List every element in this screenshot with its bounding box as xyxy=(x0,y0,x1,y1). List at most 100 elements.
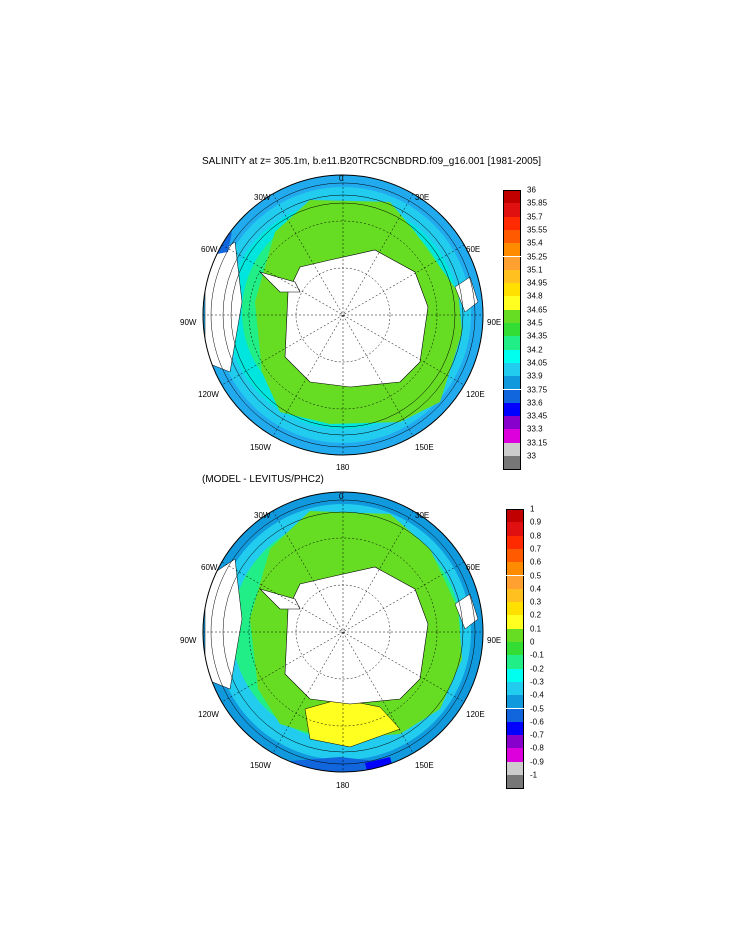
lon-label-120w: 120W xyxy=(198,390,219,399)
colorbar-tick-label: 0.5 xyxy=(530,571,542,580)
colorbar-swatch xyxy=(506,575,524,589)
lon-label-60w: 60W xyxy=(201,563,218,572)
colorbar-tick-label: -0.6 xyxy=(530,717,544,727)
colorbar-tick-label: 34.8 xyxy=(527,291,543,301)
colorbar-swatch xyxy=(503,442,521,456)
lon-label-90e: 90E xyxy=(487,318,502,327)
colorbar-tick-label: 35.1 xyxy=(527,265,543,275)
colorbar-swatch xyxy=(503,296,521,310)
colorbar-tick-label: 35.7 xyxy=(527,212,543,222)
colorbar-tick-label: 35.85 xyxy=(527,198,548,208)
lon-label-30e: 30E xyxy=(415,511,430,520)
colorbar-swatch xyxy=(506,522,524,536)
colorbar-tick-label: -1 xyxy=(530,770,538,780)
colorbar-tick-label: 33.75 xyxy=(527,385,548,394)
kerguelen-island xyxy=(454,593,479,630)
colorbar-tick-label: 1 xyxy=(530,504,535,514)
colorbar-tick-label: -0.8 xyxy=(530,743,544,753)
colorbar-tick-label: 34.5 xyxy=(527,318,543,328)
colorbar-swatch xyxy=(506,775,524,790)
colorbar-tick-label: 0.4 xyxy=(530,584,542,594)
colorbar-tick-label: 36 xyxy=(527,185,536,195)
colorbar-tick-label: 0.9 xyxy=(530,517,542,527)
colorbar-tick-label: 33.45 xyxy=(527,411,548,421)
colorbar-tick-label: 35.4 xyxy=(527,238,543,248)
colorbar-swatch xyxy=(506,628,524,642)
panel2-title: (MODEL - LEVITUS/PHC2) xyxy=(202,474,324,485)
colorbar-swatch xyxy=(506,668,524,682)
lon-label-60e: 60E xyxy=(466,563,481,572)
colorbar-swatch xyxy=(503,336,521,350)
lon-label-90w: 90W xyxy=(180,636,197,645)
antarctica-landmass xyxy=(284,566,429,705)
lon-label-150e: 150E xyxy=(415,443,434,452)
colorbar-swatch xyxy=(506,509,524,524)
colorbar-swatch xyxy=(503,349,521,363)
lon-label-150e: 150E xyxy=(415,761,434,770)
colorbar-swatch xyxy=(506,562,524,576)
colorbar-tick-label: -0.5 xyxy=(530,704,544,713)
colorbar-swatch xyxy=(503,389,521,403)
colorbar-tick-label: 0.3 xyxy=(530,597,542,607)
colorbar-swatch xyxy=(503,243,521,257)
lon-label-60e: 60E xyxy=(466,245,481,254)
panel1-title: SALINITY at z= 305.1m, b.e11.B20TRC5CNBD… xyxy=(202,156,541,167)
colorbar-tick-label: 34.95 xyxy=(527,278,548,288)
colorbar-swatch xyxy=(506,721,524,736)
colorbar-tick-label: -0.4 xyxy=(530,690,544,700)
colorbar-tick-label: 0 xyxy=(530,637,535,647)
lon-label-90e: 90E xyxy=(487,636,502,645)
colorbar-swatch xyxy=(506,735,524,749)
colorbar-tick-label: 34.2 xyxy=(527,345,543,355)
colorbar-swatch xyxy=(506,548,524,563)
colorbar-tick-label: -0.3 xyxy=(530,677,544,687)
colorbar-tick-label: -0.2 xyxy=(530,664,544,674)
colorbar-swatch xyxy=(503,376,521,390)
colorbar-swatch xyxy=(503,362,521,377)
colorbar-swatch xyxy=(503,269,521,284)
colorbar-swatch xyxy=(506,535,524,549)
lon-label-120e: 120E xyxy=(466,710,485,719)
colorbar-swatch xyxy=(506,655,524,669)
lon-label-30e: 30E xyxy=(415,193,430,202)
colorbar-tick-label: 35.25 xyxy=(527,252,548,261)
colorbar-swatch xyxy=(503,456,521,471)
colorbar-tick-label: 0.8 xyxy=(530,531,542,541)
antarctic-peninsula xyxy=(258,588,301,610)
colorbar-tick-label: -0.7 xyxy=(530,730,544,740)
lon-label-90w: 90W xyxy=(180,318,197,327)
colorbar-tick-label: 33.3 xyxy=(527,424,543,434)
colorbar-tick-label: 33.9 xyxy=(527,371,543,381)
colorbar-swatch xyxy=(503,256,521,270)
colorbar-swatch xyxy=(506,588,524,603)
colorbar-swatch xyxy=(503,429,521,443)
lon-label-120w: 120W xyxy=(198,710,219,719)
colorbar-swatch xyxy=(503,309,521,323)
colorbar-tick-label: 33.6 xyxy=(527,398,543,408)
colorbar-swatch xyxy=(506,681,524,696)
lon-label-180: 180 xyxy=(336,463,350,472)
colorbar-swatch xyxy=(506,642,524,656)
difference-polar-map xyxy=(202,491,484,773)
colorbar-tick-label: 0.2 xyxy=(530,610,542,620)
colorbar-tick-label: 33.15 xyxy=(527,438,548,448)
colorbar-swatch xyxy=(506,615,524,629)
lon-label-60w: 60W xyxy=(201,245,218,254)
lon-label-0: 0 xyxy=(339,174,344,183)
colorbar-swatch xyxy=(503,402,521,417)
lon-label-0: 0 xyxy=(339,492,344,501)
colorbar-swatch xyxy=(506,748,524,762)
colorbar-swatch xyxy=(503,216,521,230)
antarctic-peninsula xyxy=(258,271,301,293)
colorbar-tick-label: 34.65 xyxy=(527,305,548,315)
colorbar-swatch xyxy=(506,695,524,709)
colorbar-swatch xyxy=(506,708,524,722)
colorbar-swatch xyxy=(506,602,524,616)
colorbar-swatch xyxy=(503,323,521,337)
lon-label-180: 180 xyxy=(336,781,350,790)
colorbar-tick-label: 0.1 xyxy=(530,624,542,634)
lon-label-120e: 120E xyxy=(466,390,485,399)
colorbar-tick-label: 35.55 xyxy=(527,225,548,235)
colorbar-swatch xyxy=(503,283,521,297)
antarctica-landmass xyxy=(284,249,429,388)
